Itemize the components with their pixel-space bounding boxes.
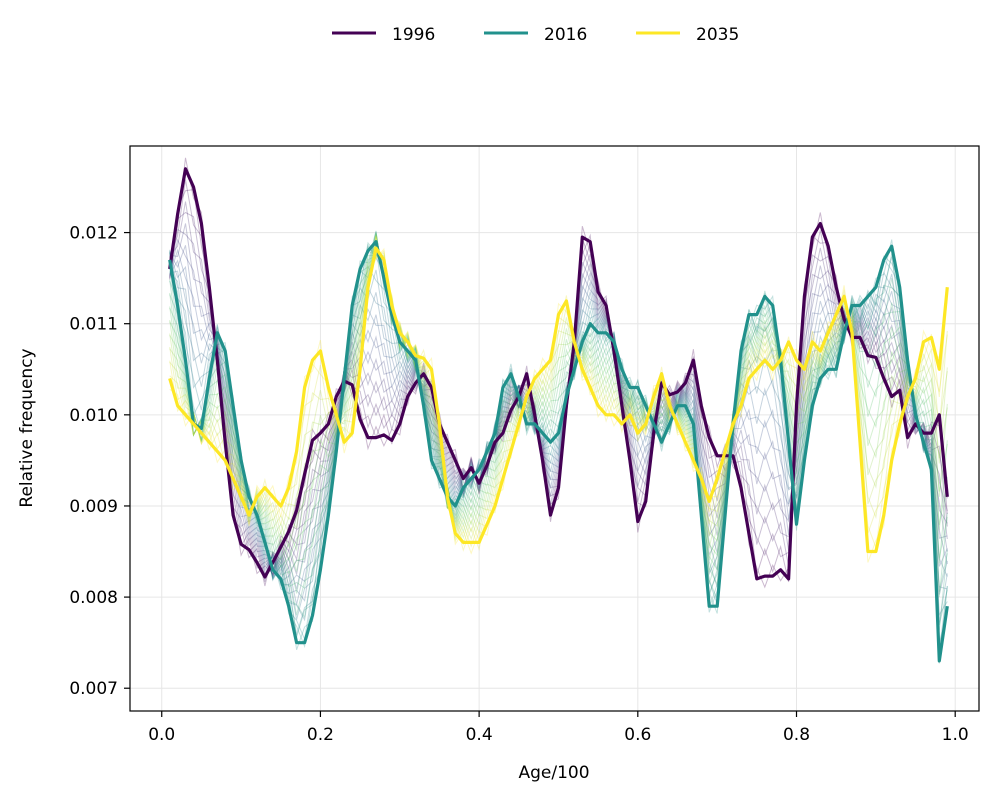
background-band-line [169, 238, 948, 576]
background-band-line [169, 254, 948, 573]
background-band-line [169, 250, 948, 594]
legend: 1996 2016 2035 [332, 25, 739, 45]
x-tick-label: 0.2 [307, 725, 334, 745]
x-tick-label: 0.0 [148, 725, 175, 745]
y-tick-label: 0.010 [69, 406, 118, 426]
y-tick-label: 0.012 [69, 224, 118, 244]
background-band-line [169, 252, 948, 541]
y-tick-label: 0.011 [69, 315, 118, 335]
x-axis-ticks: 0.0 0.2 0.4 0.6 0.8 1.0 [148, 711, 969, 745]
background-band-line [169, 211, 948, 583]
background-band-line [169, 255, 948, 561]
background-band-line [169, 233, 948, 575]
series-lines [168, 167, 949, 663]
background-band-line [169, 232, 948, 597]
y-axis-label: Relative frequency [17, 348, 37, 507]
plot-frame [129, 145, 980, 712]
series-line-1996 [168, 167, 949, 581]
background-band-line [169, 233, 948, 562]
x-tick-label: 1.0 [942, 725, 969, 745]
series-line-2016 [168, 240, 949, 663]
background-band-line [169, 234, 948, 548]
x-tick-label: 0.6 [624, 725, 651, 745]
x-axis-label: Age/100 [518, 763, 589, 783]
legend-label-2035: 2035 [696, 25, 739, 45]
y-tick-label: 0.009 [69, 497, 118, 517]
background-band-line [169, 247, 948, 651]
y-axis-ticks: 0.007 0.008 0.009 0.010 0.011 0.012 [69, 224, 130, 699]
legend-label-2016: 2016 [544, 25, 587, 45]
background-band-line [169, 252, 948, 587]
background-band-line [169, 259, 948, 605]
series-line-2035 [168, 246, 949, 554]
background-band-line [169, 250, 948, 623]
background-band-line [169, 254, 948, 549]
background-band-line [169, 251, 948, 602]
plot-area [129, 145, 980, 712]
background-band-line [169, 235, 948, 546]
legend-label-1996: 1996 [392, 25, 435, 45]
x-tick-label: 0.4 [466, 725, 493, 745]
background-band-line [169, 248, 948, 590]
background-band-line [169, 235, 948, 540]
y-tick-label: 0.007 [69, 679, 118, 699]
background-band-line [169, 228, 948, 581]
x-tick-label: 0.8 [783, 725, 810, 745]
y-tick-label: 0.008 [69, 588, 118, 608]
